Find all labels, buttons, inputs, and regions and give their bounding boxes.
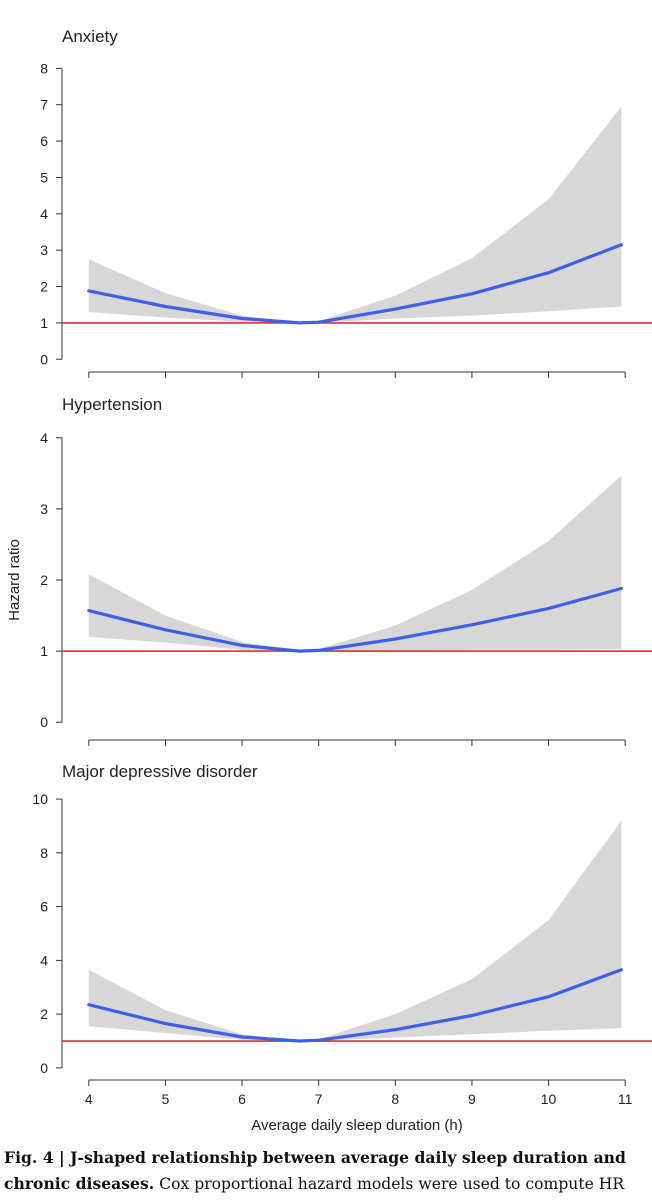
caption-text: Cox proportional hazard models were used… xyxy=(154,1175,625,1193)
y-tick-label: 0 xyxy=(40,714,48,730)
panel-3: Major depressive disorder 0 2 4 6 8 10 xyxy=(32,762,652,1086)
y-tick-label: 0 xyxy=(40,1060,48,1076)
y-tick-label: 8 xyxy=(40,845,48,861)
y-tick-label: 5 xyxy=(40,169,48,185)
confidence-band xyxy=(88,475,622,652)
panel-1: Anxiety 0 1 2 3 4 5 6 7 8 xyxy=(40,27,652,378)
x-axis-label: Average daily sleep duration (h) xyxy=(251,1117,463,1134)
y-tick-label: 7 xyxy=(40,97,48,113)
panel-title: Anxiety xyxy=(62,27,118,46)
panel-title: Hypertension xyxy=(62,395,162,414)
y-tick-label: 2 xyxy=(40,1006,48,1022)
y-tick-label: 4 xyxy=(40,206,48,222)
y-tick-label: 4 xyxy=(40,952,48,968)
x-tick-label: 4 xyxy=(85,1091,93,1107)
y-tick-label: 4 xyxy=(40,430,48,446)
y-tick-label: 10 xyxy=(32,791,48,807)
x-tick-label: 6 xyxy=(238,1091,246,1107)
y-tick-label: 6 xyxy=(40,133,48,149)
confidence-band xyxy=(88,106,622,323)
panel-title: Major depressive disorder xyxy=(62,762,258,781)
x-tick-label: 9 xyxy=(468,1091,476,1107)
series-line xyxy=(87,243,624,325)
y-tick-label: 2 xyxy=(40,572,48,588)
y-tick-label: 3 xyxy=(40,501,48,517)
series-line xyxy=(87,968,624,1043)
x-tick-label: 8 xyxy=(391,1091,399,1107)
figure-caption: Fig. 4 | J-shaped relationship between a… xyxy=(4,1145,648,1197)
confidence-band xyxy=(88,820,622,1041)
y-tick-label: 6 xyxy=(40,899,48,915)
y-tick-label: 1 xyxy=(40,643,48,659)
caption-title: J-shaped relationship between average da… xyxy=(4,1148,626,1193)
caption-label: Fig. 4 | xyxy=(4,1148,71,1167)
y-tick-label: 0 xyxy=(40,351,48,367)
x-tick-label: 10 xyxy=(541,1091,557,1107)
x-tick-label: 5 xyxy=(162,1091,170,1107)
y-tick-label: 8 xyxy=(40,60,48,76)
series-line xyxy=(87,586,624,653)
y-tick-label: 3 xyxy=(40,242,48,258)
y-tick-label: 2 xyxy=(40,279,48,295)
x-tick-label: 11 xyxy=(618,1091,633,1107)
y-axis-label: Hazard ratio xyxy=(6,539,23,621)
panel-2: Hypertension 0 1 2 3 4 xyxy=(40,395,652,746)
y-tick-label: 1 xyxy=(40,315,48,331)
x-tick-label: 7 xyxy=(315,1091,323,1107)
